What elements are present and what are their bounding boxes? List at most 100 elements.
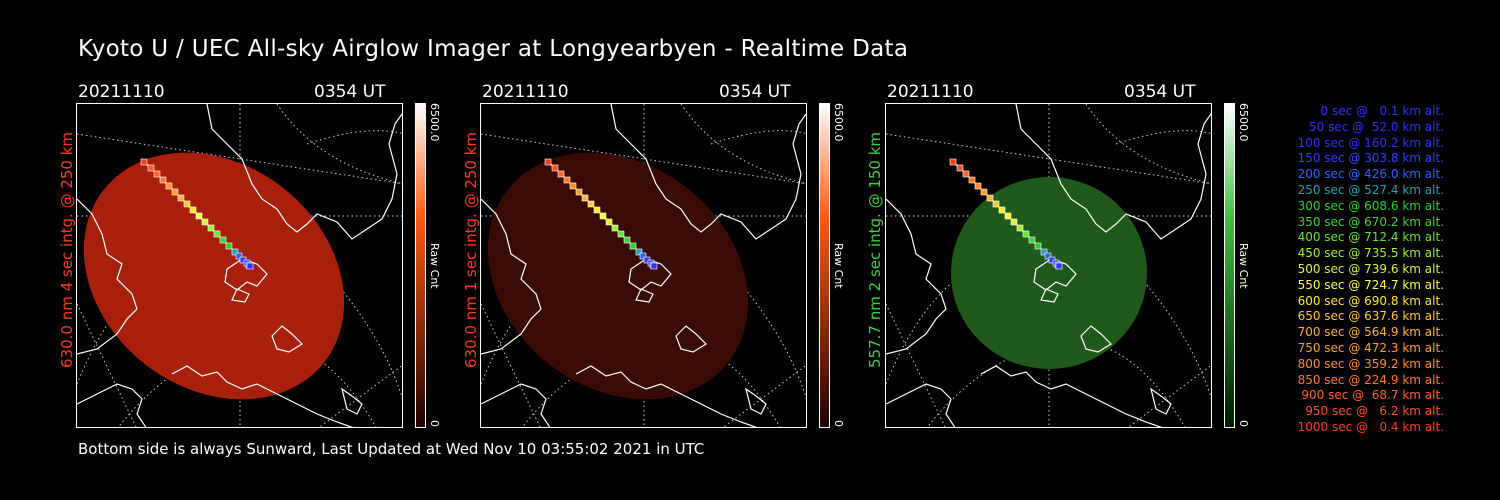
track-marker	[219, 236, 227, 244]
panel-3-date: 20211110	[887, 82, 974, 102]
track-marker	[599, 212, 607, 220]
legend-item: 350 sec @ 670.2 km alt.	[1297, 214, 1444, 229]
track-marker	[635, 248, 643, 256]
panel-3-colorbar-unit: Raw Cnt	[1237, 243, 1250, 289]
track-marker	[617, 230, 625, 238]
track-marker	[1028, 236, 1036, 244]
panel-1-image	[76, 103, 403, 428]
panel-1-time: 0354 UT	[314, 82, 386, 102]
legend-item: 850 sec @ 224.9 km alt.	[1297, 372, 1444, 387]
legend-item: 0 sec @ 0.1 km alt.	[1320, 104, 1445, 118]
track-marker	[581, 194, 589, 202]
track-marker	[235, 252, 243, 260]
panel-1-map-svg	[77, 104, 402, 427]
track-marker	[153, 170, 161, 178]
panel-3-image	[885, 103, 1212, 428]
track-marker	[1040, 248, 1048, 256]
legend-item: 800 sec @ 359.2 km alt.	[1297, 356, 1444, 371]
panel-2-time: 0354 UT	[719, 82, 791, 102]
track-marker	[563, 176, 571, 184]
track-marker	[575, 188, 583, 196]
track-marker	[962, 170, 970, 178]
track-marker	[1004, 212, 1012, 220]
panel-3-wavelength-label: 557.7 nm 2 sec intg. @ 150 km	[866, 131, 884, 368]
panel-3-colorbar-max: 6500.0	[1237, 103, 1250, 142]
panel-1-colorbar-unit: Raw Cnt	[428, 243, 441, 289]
track-marker	[140, 158, 148, 166]
track-marker	[201, 218, 209, 226]
legend-item: 400 sec @ 712.4 km alt.	[1297, 230, 1444, 245]
legend-item: 950 sec @ 6.2 km alt.	[1305, 404, 1444, 419]
track-marker	[246, 262, 254, 270]
track-marker	[551, 164, 559, 172]
panel-1-colorbar-min: 0	[428, 420, 441, 427]
legend-item: 1000 sec @ 0.4 km alt.	[1297, 419, 1444, 434]
track-marker	[998, 206, 1006, 214]
panel-2-colorbar-unit: Raw Cnt	[832, 243, 845, 289]
track-marker	[1010, 218, 1018, 226]
emission-disk	[487, 152, 749, 400]
panel-3-colorbar-min: 0	[1237, 420, 1250, 427]
panel-1-colorbar-max: 6500.0	[428, 103, 441, 142]
track-marker	[974, 182, 982, 190]
coastlines	[77, 104, 402, 427]
track-marker	[557, 170, 565, 178]
track-marker	[1055, 262, 1063, 270]
track-marker	[159, 176, 167, 184]
track-marker	[980, 188, 988, 196]
legend-item: 750 sec @ 472.3 km alt.	[1297, 340, 1444, 355]
legend-item: 100 sec @ 160.2 km alt.	[1297, 135, 1444, 150]
track-marker	[587, 200, 595, 208]
track-marker	[195, 212, 203, 220]
panel-1-wavelength-label: 630.0 nm 4 sec intg. @ 250 km	[58, 131, 76, 368]
emission-disk	[83, 152, 345, 400]
legend-item: 700 sec @ 564.9 km alt.	[1297, 325, 1444, 340]
track-marker	[956, 164, 964, 172]
panel-2-date: 20211110	[482, 82, 569, 102]
track-marker	[1016, 224, 1024, 232]
legend-item: 500 sec @ 739.6 km alt.	[1297, 261, 1444, 276]
track-marker	[986, 194, 994, 202]
panel-2-colorbar	[819, 103, 830, 428]
panel-3-colorbar	[1224, 103, 1235, 428]
track-marker	[231, 248, 239, 256]
legend-item: 450 sec @ 735.5 km alt.	[1297, 246, 1444, 261]
track-marker	[623, 236, 631, 244]
emission-disk	[951, 177, 1147, 369]
legend-item: 650 sec @ 637.6 km alt.	[1297, 309, 1444, 324]
track-marker	[1022, 230, 1030, 238]
track-marker	[605, 218, 613, 226]
panel-2-map-svg	[481, 104, 806, 427]
page-title: Kyoto U / UEC All-sky Airglow Imager at …	[78, 36, 909, 62]
track-marker	[183, 200, 191, 208]
track-marker	[544, 158, 552, 166]
panel-2-colorbar-min: 0	[832, 420, 845, 427]
legend-item: 150 sec @ 303.8 km alt.	[1297, 151, 1444, 166]
panel-1-colorbar	[415, 103, 426, 428]
track-marker	[207, 224, 215, 232]
track-marker	[611, 224, 619, 232]
altitude-legend: 0 sec @ 0.1 km alt. 50 sec @ 52.0 km alt.…	[1262, 104, 1444, 436]
track-marker	[650, 262, 658, 270]
track-marker	[1044, 252, 1052, 260]
track-marker	[629, 242, 637, 250]
track-marker	[992, 200, 1000, 208]
legend-item: 50 sec @ 52.0 km alt.	[1309, 119, 1444, 134]
legend-item: 550 sec @ 724.7 km alt.	[1297, 277, 1444, 292]
legend-item: 250 sec @ 527.4 km alt.	[1297, 182, 1444, 197]
panel-2-image	[480, 103, 807, 428]
track-marker	[177, 194, 185, 202]
track-marker	[1034, 242, 1042, 250]
legend-item: 300 sec @ 608.6 km alt.	[1297, 198, 1444, 213]
track-marker	[171, 188, 179, 196]
panel-2-wavelength-label: 630.0 nm 1 sec intg. @ 250 km	[462, 131, 480, 368]
legend-item: 200 sec @ 426.0 km alt.	[1297, 167, 1444, 182]
track-marker	[213, 230, 221, 238]
track-marker	[593, 206, 601, 214]
track-marker	[225, 242, 233, 250]
track-marker	[147, 164, 155, 172]
track-marker	[165, 182, 173, 190]
panel-3-map-svg	[886, 104, 1211, 427]
legend-item: 900 sec @ 68.7 km alt.	[1301, 388, 1444, 403]
panel-3-time: 0354 UT	[1124, 82, 1196, 102]
